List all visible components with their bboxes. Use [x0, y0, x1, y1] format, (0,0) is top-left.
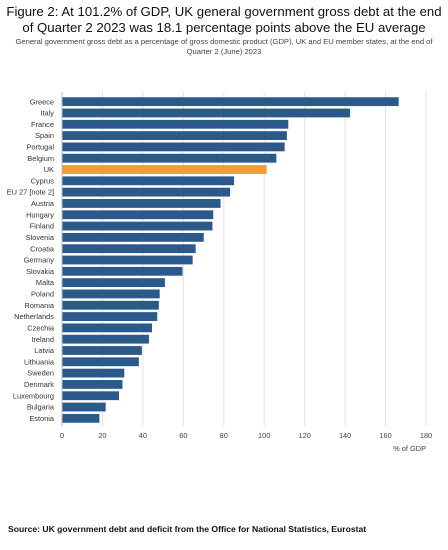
- category-label: Sweden: [27, 369, 54, 378]
- bar-austria: [62, 199, 221, 208]
- category-label: Denmark: [24, 380, 54, 389]
- x-tick-label: 20: [98, 431, 106, 440]
- category-label: EU 27 [note 2]: [7, 188, 54, 197]
- category-label: Slovenia: [26, 233, 55, 242]
- category-label: Bulgaria: [27, 403, 55, 412]
- bar-sweden: [62, 368, 125, 378]
- bar-estonia: [62, 413, 100, 423]
- bar-uk: [62, 165, 267, 174]
- category-label: Portugal: [26, 142, 54, 151]
- x-tick-label: 0: [60, 431, 64, 440]
- category-label: Czechia: [27, 323, 55, 332]
- bar-denmark: [62, 380, 123, 389]
- bar-bulgaria: [62, 402, 106, 412]
- category-label: Finland: [30, 222, 54, 231]
- bar-croatia: [62, 244, 196, 254]
- bar-hungary: [62, 210, 214, 220]
- chart-title: Figure 2: At 101.2% of GDP, UK general g…: [6, 4, 442, 35]
- category-label: Netherlands: [14, 312, 54, 321]
- x-tick-label: 60: [179, 431, 187, 440]
- bar-cyprus: [62, 176, 235, 186]
- bar-lithuania: [62, 357, 139, 367]
- category-label: Austria: [31, 199, 55, 208]
- bar-italy: [62, 108, 350, 118]
- bar-eu-27-note-2: [62, 187, 231, 197]
- bar-netherlands: [62, 312, 158, 321]
- x-tick-label: 160: [379, 431, 391, 440]
- category-label: Malta: [36, 278, 55, 287]
- chart-subtitle: General government gross debt as a perce…: [15, 37, 433, 56]
- category-label: Greece: [30, 97, 54, 106]
- bar-greece: [62, 97, 399, 107]
- category-label: Germany: [24, 256, 55, 265]
- x-tick-label: 120: [298, 431, 310, 440]
- category-label: Ireland: [31, 335, 54, 344]
- category-label: Belgium: [27, 154, 54, 163]
- category-label: Latvia: [34, 346, 55, 355]
- bar-belgium: [62, 153, 277, 163]
- bar-latvia: [62, 346, 142, 355]
- category-label: Poland: [31, 290, 54, 299]
- x-tick-label: 180: [420, 431, 432, 440]
- x-tick-label: 40: [139, 431, 147, 440]
- category-label: Lithuania: [24, 357, 55, 366]
- x-tick-label: 80: [220, 431, 228, 440]
- bar-slovakia: [62, 266, 183, 276]
- category-label: Estonia: [29, 414, 55, 423]
- category-label: France: [31, 120, 54, 129]
- bar-czechia: [62, 323, 152, 333]
- bar-finland: [62, 221, 213, 231]
- category-label: Croatia: [30, 244, 55, 253]
- category-label: Italy: [40, 109, 54, 118]
- category-label: Romania: [24, 301, 54, 310]
- bar-ireland: [62, 334, 149, 344]
- x-tick-label: 100: [258, 431, 270, 440]
- bar-malta: [62, 278, 165, 288]
- bar-romania: [62, 300, 159, 310]
- source-note: Source: UK government debt and deficit f…: [8, 524, 367, 534]
- category-label: UK: [44, 165, 54, 174]
- bar-luxembourg: [62, 391, 120, 401]
- category-label: Hungary: [26, 210, 54, 219]
- x-axis-label: % of GDP: [393, 444, 426, 453]
- x-tick-label: 140: [339, 431, 351, 440]
- bar-portugal: [62, 142, 285, 152]
- bar-france: [62, 119, 289, 129]
- category-label: Luxembourg: [13, 391, 54, 400]
- bar-chart: Greece Italy France Spain Portugal Belgium UK C…: [7, 92, 432, 453]
- category-label: Slovakia: [26, 267, 55, 276]
- bar-germany: [62, 255, 193, 265]
- bar-slovenia: [62, 232, 204, 242]
- category-label: Spain: [35, 131, 54, 140]
- category-label: Cyprus: [31, 176, 55, 185]
- bar-spain: [62, 131, 287, 140]
- bar-poland: [62, 289, 160, 299]
